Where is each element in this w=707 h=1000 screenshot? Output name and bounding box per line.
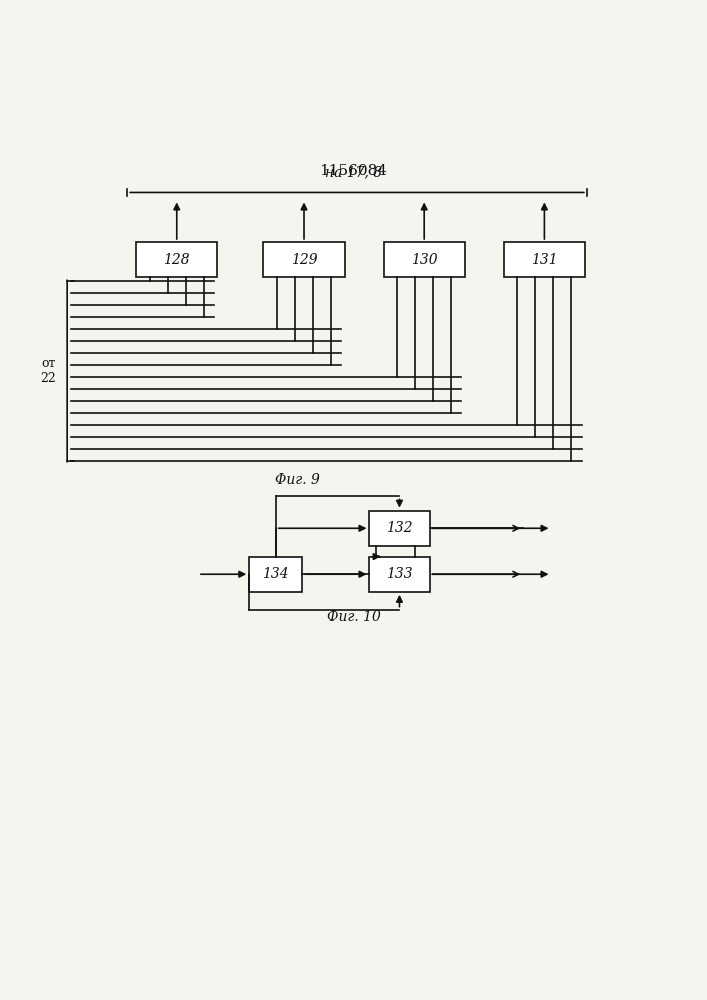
FancyBboxPatch shape [264,242,345,277]
Text: 131: 131 [531,253,558,267]
FancyBboxPatch shape [503,242,585,277]
Text: на 17, 8: на 17, 8 [325,166,382,180]
Text: 129: 129 [291,253,317,267]
FancyBboxPatch shape [384,242,465,277]
Text: 1156084: 1156084 [320,164,387,178]
FancyBboxPatch shape [369,557,429,592]
Text: Φиг. 9: Φиг. 9 [274,473,320,487]
Text: 22: 22 [40,372,56,385]
Text: 128: 128 [163,253,190,267]
Text: 134: 134 [262,567,289,581]
Text: 130: 130 [411,253,438,267]
Text: 132: 132 [386,521,413,535]
FancyBboxPatch shape [250,557,303,592]
Text: от: от [41,357,55,370]
Text: Фиг. 10: Фиг. 10 [327,610,380,624]
FancyBboxPatch shape [136,242,218,277]
FancyBboxPatch shape [369,511,429,546]
Text: 133: 133 [386,567,413,581]
